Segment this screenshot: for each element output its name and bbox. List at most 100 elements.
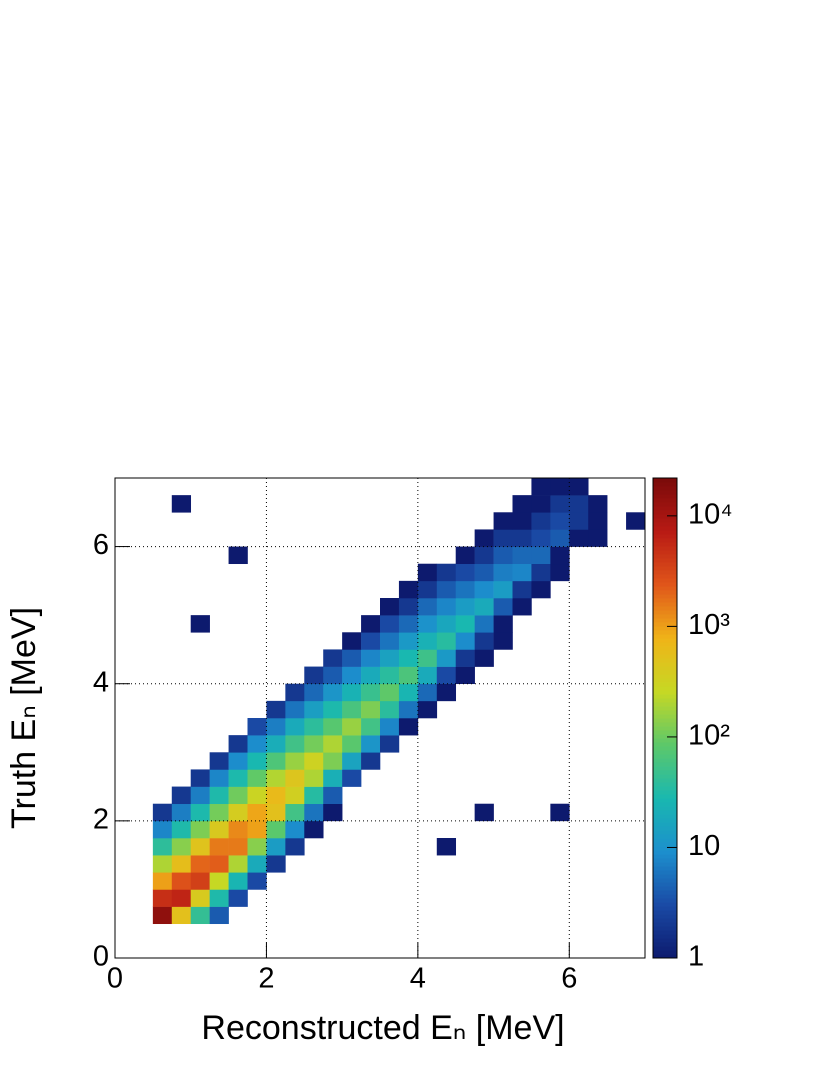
color-bar-step <box>653 654 677 659</box>
color-bar-step <box>653 818 677 823</box>
color-bar-step <box>653 930 677 935</box>
color-bar-step <box>653 934 677 939</box>
heatmap-cell <box>398 666 419 685</box>
heatmap-cell <box>493 580 513 599</box>
heatmap-cell <box>266 786 286 805</box>
color-bar-step <box>653 738 677 743</box>
color-bar-step <box>653 578 677 583</box>
color-bar-step <box>653 522 677 527</box>
heatmap-cell <box>342 718 362 736</box>
heatmap-cell <box>417 632 438 650</box>
heatmap-cell <box>285 786 305 805</box>
heatmap-cell <box>550 546 570 565</box>
heatmap-cell <box>342 735 362 753</box>
heatmap-cell <box>380 649 400 667</box>
heatmap-cell <box>171 872 192 890</box>
heatmap-cell <box>380 615 400 633</box>
x-tick-label: 0 <box>107 963 123 995</box>
color-bar-step <box>653 826 677 831</box>
heatmap-cell <box>398 700 419 719</box>
heatmap-cell <box>247 855 267 873</box>
heatmap-cell <box>474 649 494 667</box>
color-bar-step <box>653 870 677 875</box>
color-bar-step <box>653 714 677 719</box>
heatmap-cell <box>531 580 551 599</box>
heatmap-cell <box>380 718 400 736</box>
heatmap-cell <box>152 889 173 907</box>
color-bar-step <box>653 594 677 599</box>
heatmap-cell <box>380 700 400 719</box>
heatmap-cell <box>152 838 173 856</box>
color-bar-step <box>653 946 677 951</box>
heatmap-cell <box>493 529 513 547</box>
color-bar-step <box>653 622 677 627</box>
color-bar-step <box>653 686 677 691</box>
color-bar-step <box>653 734 677 739</box>
heatmap-cell <box>266 820 286 839</box>
color-bar-step <box>653 838 677 843</box>
heatmap-cells <box>152 478 646 925</box>
heatmap-cell <box>323 786 343 805</box>
heatmap-cell <box>285 735 305 753</box>
heatmap-cell <box>550 495 570 513</box>
heatmap-cell <box>152 803 173 822</box>
color-bar-frame <box>652 477 678 959</box>
color-bar-step <box>653 666 677 671</box>
heatmap-cell <box>285 803 305 822</box>
heatmap-cell <box>417 598 438 616</box>
color-bar-step <box>653 746 677 751</box>
heatmap-cell <box>417 580 438 599</box>
heatmap-cell <box>626 512 646 530</box>
color-bar-step <box>653 846 677 851</box>
x-tick-label: 6 <box>561 963 577 995</box>
heatmap-cell <box>228 769 248 787</box>
heatmap-cell <box>436 563 457 582</box>
heatmap-cell <box>436 666 457 685</box>
heatmap-cell <box>190 803 210 822</box>
color-bar-step <box>653 682 677 687</box>
heatmap-cell <box>228 838 248 856</box>
color-bar-step <box>653 882 677 887</box>
heatmap-cell <box>474 598 494 616</box>
y-tick-label: 4 <box>93 666 109 698</box>
heatmap-cell <box>190 769 210 787</box>
heatmap-cell <box>266 700 286 719</box>
heatmap-cell <box>171 838 192 856</box>
color-bar-step <box>653 918 677 923</box>
heatmap-cell <box>361 718 381 736</box>
color-bar-label: 10² <box>688 720 730 752</box>
heatmap-cell <box>436 615 457 633</box>
heatmap-cell <box>455 580 475 599</box>
color-bar-step <box>653 778 677 783</box>
heatmap-cell <box>266 769 286 787</box>
heatmap-cell <box>455 546 475 565</box>
y-axis-title: Truth Eₙ [MeV] <box>5 607 43 829</box>
heatmap-cell <box>285 700 305 719</box>
heatmap-cell <box>380 735 400 753</box>
heatmap-cell <box>531 495 551 513</box>
heatmap-cell <box>152 855 173 873</box>
color-bar-step <box>653 754 677 759</box>
heatmap-cell <box>228 752 248 770</box>
x-axis-title: Reconstructed Eₙ [MeV] <box>201 1009 564 1047</box>
color-bar-step <box>653 494 677 499</box>
color-bar-step <box>653 674 677 679</box>
heatmap-cell <box>361 683 381 702</box>
heatmap-cell <box>588 512 608 530</box>
heatmap-cell <box>304 718 324 736</box>
heatmap-cell <box>247 872 267 890</box>
heatmap-cell <box>569 512 589 530</box>
color-bar-step <box>653 902 677 907</box>
color-bar-step <box>653 798 677 803</box>
heatmap-cell <box>455 615 475 633</box>
color-bar-step <box>653 626 677 631</box>
color-bar-step <box>653 906 677 911</box>
heatmap-cell <box>361 700 381 719</box>
heatmap-cell <box>209 906 229 925</box>
heatmap-cell <box>417 700 438 719</box>
heatmap-cell <box>209 872 229 890</box>
color-bar-step <box>653 774 677 779</box>
heatmap-cell <box>436 598 457 616</box>
color-bar-step <box>653 530 677 535</box>
